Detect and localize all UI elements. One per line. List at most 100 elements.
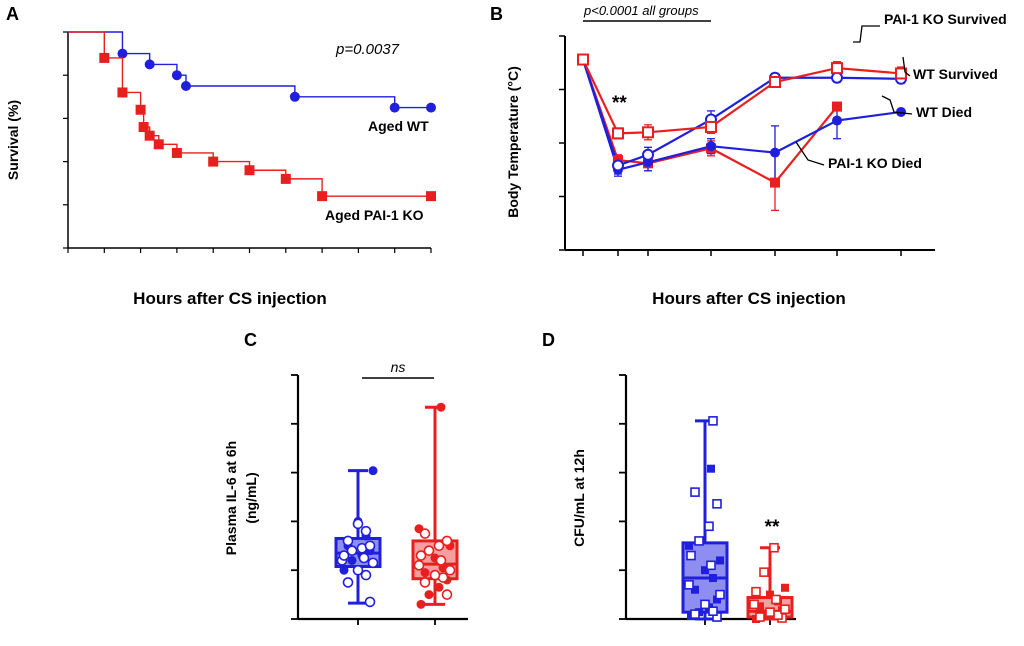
panel-b-bracket-label: p<0.0001 all groups (583, 3, 699, 18)
data-point-open (700, 599, 710, 610)
data-point-open (364, 596, 376, 608)
panel-c-ylabel: Plasma IL-6 at 6h (223, 441, 239, 555)
survival-marker (317, 191, 328, 202)
leader-line-wt-died (881, 95, 913, 115)
panel-letter-b: B (490, 4, 503, 24)
panel-letter-d: D (542, 330, 555, 350)
data-point-open (704, 521, 714, 532)
data-point-filled (766, 590, 774, 599)
data-point-open (686, 550, 696, 561)
panel-b-legend-ko-died: PAI-1 KO Died (828, 155, 922, 171)
data-point-open (706, 560, 716, 571)
panel-a-ylabel: Survival (%) (5, 100, 21, 180)
data-point-open (352, 518, 364, 530)
data-point-filled (424, 590, 434, 600)
temp-marker (831, 62, 843, 75)
panel-a-xlabel: Hours after CS injection (133, 289, 327, 308)
temp-marker (832, 101, 842, 112)
survival-marker (144, 59, 155, 70)
data-point-open (712, 499, 722, 509)
data-point-open (749, 599, 759, 610)
data-point-filled (416, 599, 426, 609)
panel-b-temperature-chart: Body Temperature (°C) Hours after CS inj… (505, 3, 1007, 308)
data-point-open (444, 564, 456, 576)
survival-marker (99, 52, 110, 63)
data-point-open (364, 540, 376, 552)
temp-marker (770, 147, 780, 158)
panel-a-axes (63, 31, 432, 253)
data-point-open (352, 564, 364, 576)
data-point-open (708, 606, 718, 616)
panel-c-boxes (334, 402, 459, 609)
panel-a-pvalue: p=0.0037 (335, 41, 400, 58)
data-point-open (429, 569, 441, 581)
panel-c-ylabel-units: (ng/mL) (243, 472, 259, 523)
data-point-filled (701, 566, 709, 575)
data-point-filled (713, 595, 721, 604)
data-point-filled (420, 568, 430, 578)
data-point-open (338, 550, 350, 561)
temp-marker (642, 148, 654, 161)
data-point-open (690, 609, 700, 619)
panel-c-axes (291, 374, 468, 625)
data-point-open (419, 528, 431, 539)
survival-marker (153, 139, 164, 150)
data-point-open (342, 535, 354, 547)
survival-marker (389, 102, 400, 113)
panel-a-legend-ko: Aged PAI-1 KO (325, 207, 424, 223)
panel-b-legend-wt-survived: WT Survived (913, 66, 998, 82)
survival-marker (117, 48, 128, 59)
panel-a-series (68, 31, 436, 202)
panel-b-series (577, 25, 913, 212)
survival-marker (138, 122, 149, 133)
data-point-filled (716, 556, 724, 565)
data-point-open (419, 577, 431, 588)
temp-marker (612, 127, 624, 140)
survival-marker (180, 81, 191, 91)
data-point-open (358, 552, 370, 564)
data-point-open (367, 557, 379, 569)
data-point-open (751, 586, 761, 597)
panel-c-ns-label: ns (391, 359, 406, 375)
panel-a-legend-wt: Aged WT (368, 118, 429, 134)
data-point-filled (434, 582, 444, 592)
data-point-open (360, 525, 372, 537)
survival-marker (171, 70, 182, 81)
data-point-filled (691, 585, 699, 594)
temp-marker (832, 115, 842, 126)
survival-marker (117, 87, 128, 98)
survival-marker (289, 91, 300, 102)
data-point-open (690, 487, 700, 497)
panel-d-cfu-boxplot: CFU/mL at 12h ** (571, 374, 796, 625)
data-point-open (342, 577, 354, 588)
data-point-open (423, 545, 435, 556)
data-point-open (415, 550, 427, 561)
data-point-filled (707, 464, 715, 473)
survival-marker (280, 173, 291, 184)
data-point-filled (339, 565, 349, 575)
data-point-filled (436, 402, 446, 412)
survival-marker (426, 191, 436, 202)
data-point-open (755, 612, 765, 622)
temp-marker (612, 159, 624, 172)
data-point-open (441, 535, 453, 547)
data-point-open (360, 569, 372, 581)
panel-d-boxes (681, 416, 794, 623)
panel-b-xlabel: Hours after CS injection (652, 289, 846, 308)
data-point-filled (685, 541, 693, 550)
panel-c-il6-boxplot: Plasma IL-6 at 6h (ng/mL) ns (223, 359, 468, 625)
leader-line-ko-survived (853, 25, 880, 43)
data-point-open (708, 416, 718, 426)
survival-marker (144, 130, 155, 141)
leader-line-ko-died (795, 141, 825, 166)
data-point-open (694, 536, 704, 546)
data-point-open (346, 545, 358, 556)
panel-b-axes (559, 20, 935, 256)
temp-marker (770, 177, 780, 188)
survival-marker (171, 147, 182, 158)
temp-marker (831, 71, 843, 84)
data-point-open (715, 589, 725, 600)
temp-marker (769, 76, 781, 89)
data-point-filled (368, 466, 378, 476)
survival-marker (244, 165, 255, 176)
